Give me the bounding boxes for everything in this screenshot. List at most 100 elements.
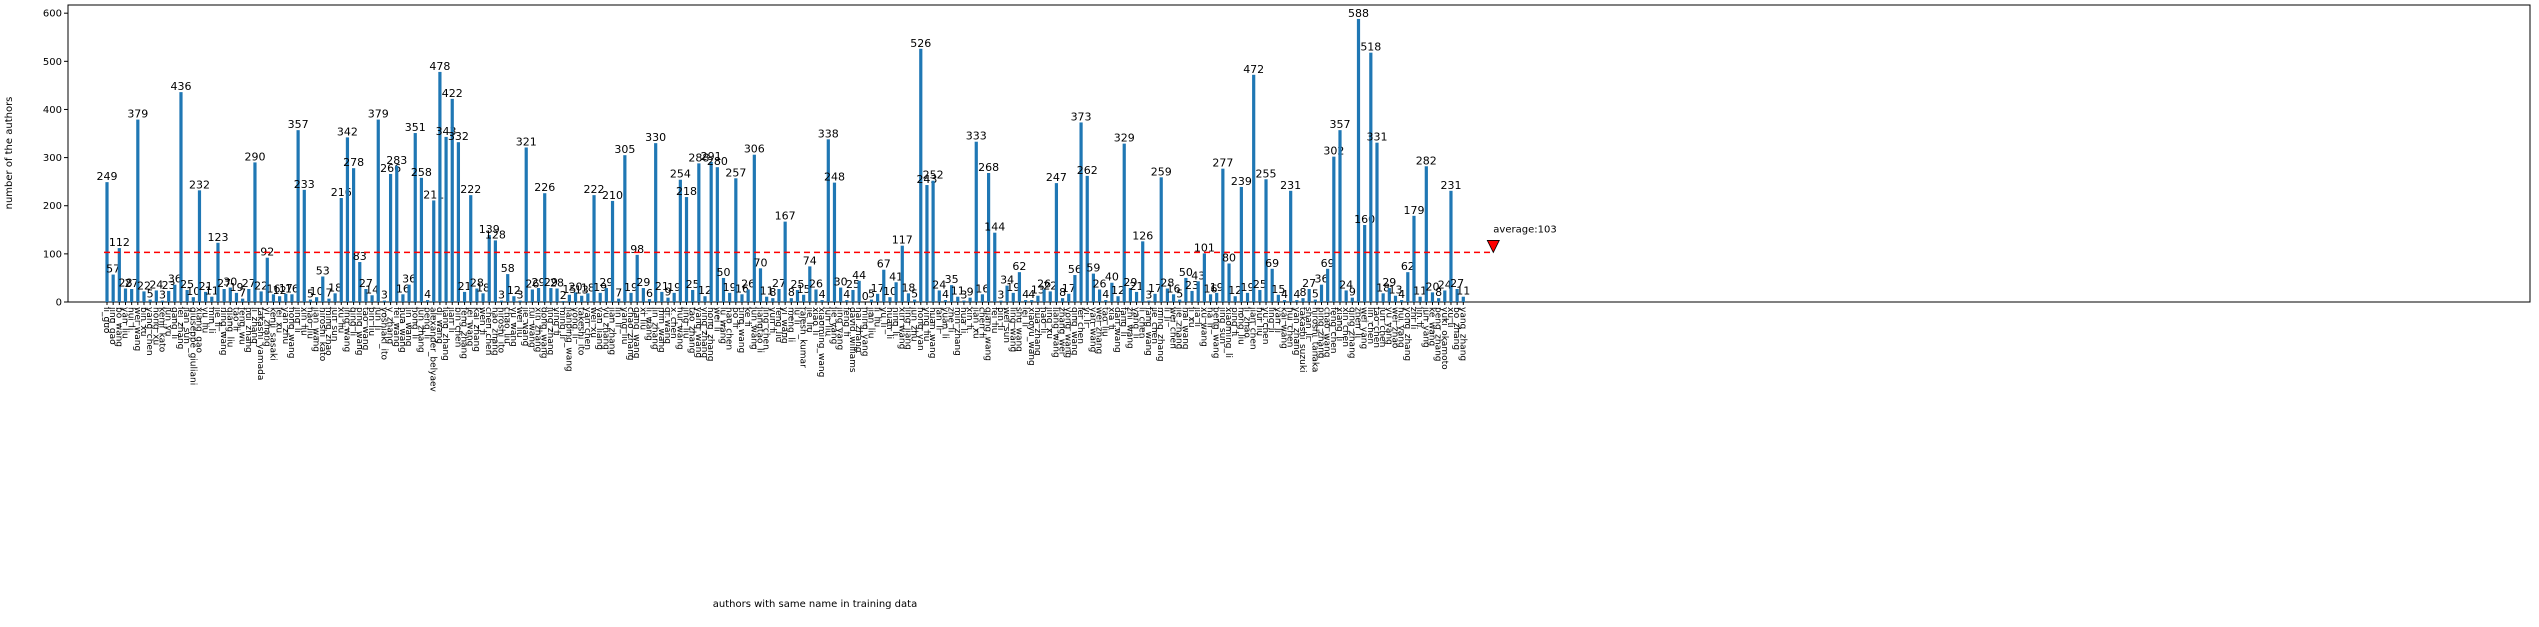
- value-label: 15: [797, 283, 811, 296]
- x-tick-label: bo_wang: [113, 307, 123, 347]
- bar: [1455, 289, 1459, 302]
- value-label: 29: [532, 276, 546, 289]
- value-label: 17: [1062, 282, 1076, 295]
- value-label: 8: [1300, 286, 1307, 299]
- value-label: 20: [1425, 280, 1439, 293]
- value-label: 4: [843, 288, 850, 301]
- bar: [1270, 268, 1274, 302]
- x-tick-label: jing_sun: [1217, 306, 1227, 344]
- bar: [1393, 295, 1398, 302]
- x-tick-label: lin_chen: [1365, 307, 1375, 344]
- bar: [1147, 300, 1151, 302]
- value-label: 18: [1376, 281, 1390, 294]
- x-tick-label: meng_li: [785, 307, 795, 342]
- x-tick-label: hong_wang: [286, 307, 296, 358]
- bar: [1067, 293, 1071, 302]
- bar: [604, 288, 608, 302]
- value-label: 16: [1204, 282, 1218, 295]
- x-tick-label: giuseppe_giuliani: [187, 307, 197, 385]
- x-tick-label: hua_zhang: [1032, 307, 1042, 356]
- bar: [1141, 241, 1145, 302]
- x-tick-label: ling_wang: [1007, 307, 1017, 352]
- x-tick-label: takashi_yamada: [255, 307, 265, 380]
- value-label: 36: [168, 273, 182, 286]
- bar: [1091, 273, 1095, 302]
- x-tick-label: jing_chen: [761, 306, 771, 350]
- bar: [1017, 272, 1022, 302]
- value-label: 342: [337, 125, 358, 138]
- value-label: 255: [1256, 167, 1277, 180]
- x-tick-label: ning_wang: [218, 307, 228, 355]
- bar: [1430, 292, 1435, 302]
- value-label: 35: [945, 273, 959, 286]
- x-tick-label: chao_zhang: [625, 307, 635, 361]
- value-label: 53: [316, 264, 330, 277]
- x-tick-label: jie_wang: [520, 306, 530, 346]
- value-label: 8: [1059, 286, 1066, 299]
- x-tick-label: yuki_okamoto: [1439, 307, 1449, 370]
- x-tick-label: ping_zhang: [1316, 307, 1326, 359]
- value-label: 80: [1222, 251, 1236, 264]
- x-tick-label: ke_wang: [1426, 307, 1436, 346]
- bar: [573, 292, 578, 302]
- value-label: 27: [217, 277, 231, 290]
- value-label: 24: [149, 278, 163, 291]
- bar: [1073, 275, 1077, 302]
- x-tick-label: ming_zhang: [1155, 307, 1165, 362]
- value-label: 28: [550, 277, 564, 290]
- x-tick-label: li_chen: [1137, 307, 1147, 338]
- value-label: 262: [1077, 164, 1098, 177]
- value-label: 0: [862, 290, 869, 303]
- x-tick-label: yang_zhang: [1457, 307, 1467, 361]
- x-tick-label: yan_liu: [119, 307, 129, 339]
- bar: [795, 289, 800, 302]
- bar: [925, 185, 929, 302]
- bar: [1418, 296, 1422, 302]
- bar: [1295, 300, 1299, 302]
- bar: [1036, 295, 1040, 302]
- bar: [506, 274, 510, 302]
- value-label: 12: [1228, 284, 1242, 297]
- x-tick-label: lu_li: [791, 307, 801, 325]
- x-tick-label: li_liu: [872, 307, 882, 327]
- x-tick-label: ying_li: [551, 307, 561, 336]
- average-arrow: [1486, 240, 1500, 254]
- x-tick-label: tao_zhang: [687, 307, 697, 353]
- x-tick-label: jiangtao_li: [754, 306, 764, 353]
- value-label: 478: [429, 60, 450, 73]
- value-label: 291: [701, 150, 722, 163]
- x-tick-label: wei_chen: [1168, 307, 1178, 349]
- value-label: 19: [723, 281, 737, 294]
- y-tick-label: 100: [43, 249, 62, 260]
- value-label: 167: [775, 210, 796, 223]
- value-label: 4: [424, 288, 431, 301]
- value-label: 3: [381, 289, 388, 302]
- bar: [191, 297, 195, 302]
- x-tick-label: x_chen: [668, 307, 678, 339]
- x-tick-label: qing_li: [348, 307, 358, 336]
- bar: [802, 294, 806, 302]
- bar: [438, 71, 442, 302]
- value-label: 17: [871, 282, 885, 295]
- value-label: 231: [1280, 179, 1301, 192]
- value-label: 74: [803, 254, 817, 267]
- x-tick-label: wei_zhang: [1094, 307, 1104, 354]
- x-tick-label: hai_wang: [1180, 307, 1190, 350]
- value-label: 69: [1321, 257, 1335, 270]
- bar: [1085, 175, 1089, 302]
- x-tick-label: qing_zhang: [1346, 307, 1356, 359]
- bar: [1239, 186, 1243, 302]
- x-tick-label: feng_zhang: [459, 307, 469, 359]
- x-tick-label: chen_li: [976, 307, 986, 338]
- x-tick-label: yong_li: [570, 307, 580, 339]
- value-label: 16: [735, 282, 749, 295]
- x-tick-label: ping_li: [1229, 307, 1239, 336]
- bar: [1023, 300, 1028, 302]
- bar: [1344, 290, 1348, 302]
- value-label: 27: [125, 277, 139, 290]
- bar: [660, 291, 664, 302]
- x-tick-label: zhen_li: [1352, 307, 1362, 338]
- value-label: 379: [368, 108, 389, 121]
- x-tick-label: wei_sun: [1001, 307, 1011, 343]
